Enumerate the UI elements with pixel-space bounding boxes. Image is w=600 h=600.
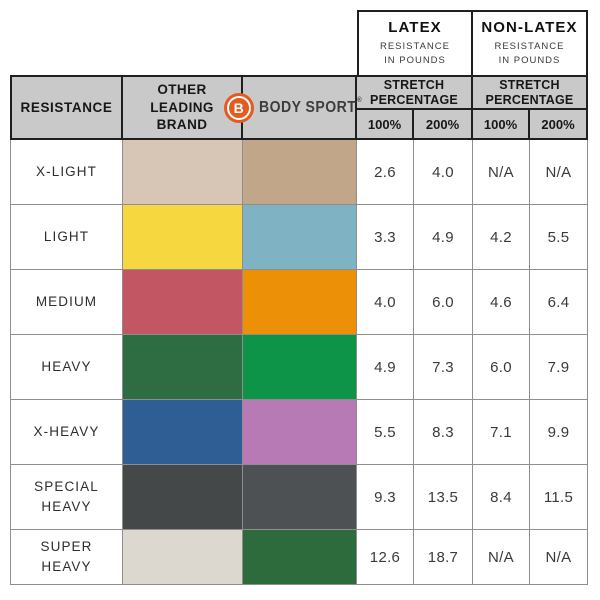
value-cell: 8.4 <box>473 465 530 530</box>
body-sport-swatch <box>243 530 357 585</box>
value-cell: 7.3 <box>414 335 473 400</box>
row-label: X-LIGHT <box>10 140 123 205</box>
row-label: LIGHT <box>10 205 123 270</box>
value-cell: 5.5 <box>357 400 414 465</box>
value-cell: 9.3 <box>357 465 414 530</box>
logo-letter: B <box>233 99 244 116</box>
value-cell: N/A <box>530 140 588 205</box>
value-cell: 4.2 <box>473 205 530 270</box>
other-brand-swatch <box>123 140 243 205</box>
other-brand-swatch <box>123 400 243 465</box>
row-label: MEDIUM <box>10 270 123 335</box>
value-cell: 9.9 <box>530 400 588 465</box>
body-sport-swatch <box>243 205 357 270</box>
value-cell: 4.0 <box>414 140 473 205</box>
non-latex-subtitle: RESISTANCE IN POUNDS <box>494 41 565 66</box>
latex-title: LATEX <box>388 19 442 37</box>
logo-ring: B <box>226 95 251 120</box>
value-cell: 11.5 <box>530 465 588 530</box>
value-cell: N/A <box>530 530 588 585</box>
non-latex-header: NON-LATEX RESISTANCE IN POUNDS <box>473 10 588 75</box>
value-cell: 4.0 <box>357 270 414 335</box>
value-cell: 4.9 <box>414 205 473 270</box>
value-cell: 6.0 <box>414 270 473 335</box>
non-latex-stretch-header: STRETCH PERCENTAGE <box>473 75 588 110</box>
value-cell: 7.1 <box>473 400 530 465</box>
non-latex-title: NON-LATEX <box>481 19 578 37</box>
trademark-symbol: ® <box>356 96 362 104</box>
latex-100-header: 100% <box>357 110 414 140</box>
other-brand-swatch <box>123 205 243 270</box>
body-sport-swatch <box>243 335 357 400</box>
non-latex-200-header: 200% <box>530 110 588 140</box>
body-sport-column-header: B BODY SPORT ® <box>223 75 361 140</box>
value-cell: 7.9 <box>530 335 588 400</box>
brand-name: BODY SPORT <box>258 98 356 116</box>
value-cell: 5.5 <box>530 205 588 270</box>
other-brand-column-header: OTHER LEADING BRAND <box>123 75 243 140</box>
value-cell: 6.0 <box>473 335 530 400</box>
latex-200-header: 200% <box>414 110 473 140</box>
row-label: HEAVY <box>10 335 123 400</box>
value-cell: 6.4 <box>530 270 588 335</box>
latex-header: LATEX RESISTANCE IN POUNDS <box>357 10 473 75</box>
other-brand-swatch <box>123 465 243 530</box>
non-latex-100-header: 100% <box>473 110 530 140</box>
value-cell: 18.7 <box>414 530 473 585</box>
value-cell: 13.5 <box>414 465 473 530</box>
row-label: SUPER HEAVY <box>10 530 123 585</box>
body-sport-swatch <box>243 400 357 465</box>
value-cell: 4.9 <box>357 335 414 400</box>
other-brand-swatch <box>123 530 243 585</box>
value-cell: 8.3 <box>414 400 473 465</box>
value-cell: 12.6 <box>357 530 414 585</box>
value-cell: 3.3 <box>357 205 414 270</box>
value-cell: N/A <box>473 140 530 205</box>
value-cell: 2.6 <box>357 140 414 205</box>
latex-subtitle: RESISTANCE IN POUNDS <box>379 41 450 66</box>
body-sport-swatch <box>243 270 357 335</box>
resistance-column-header: RESISTANCE <box>10 75 123 140</box>
value-cell: N/A <box>473 530 530 585</box>
other-brand-swatch <box>123 335 243 400</box>
body-sport-logo-icon: B <box>223 92 254 123</box>
comparison-table: LATEX RESISTANCE IN POUNDS NON-LATEX RES… <box>10 10 588 585</box>
body-sport-swatch <box>243 465 357 530</box>
value-cell: 4.6 <box>473 270 530 335</box>
body-sport-swatch <box>243 140 357 205</box>
row-label: X-HEAVY <box>10 400 123 465</box>
other-brand-swatch <box>123 270 243 335</box>
body-sport-logo: B BODY SPORT ® <box>223 92 375 123</box>
row-label: SPECIAL HEAVY <box>10 465 123 530</box>
latex-stretch-header: STRETCH PERCENTAGE <box>357 75 473 110</box>
